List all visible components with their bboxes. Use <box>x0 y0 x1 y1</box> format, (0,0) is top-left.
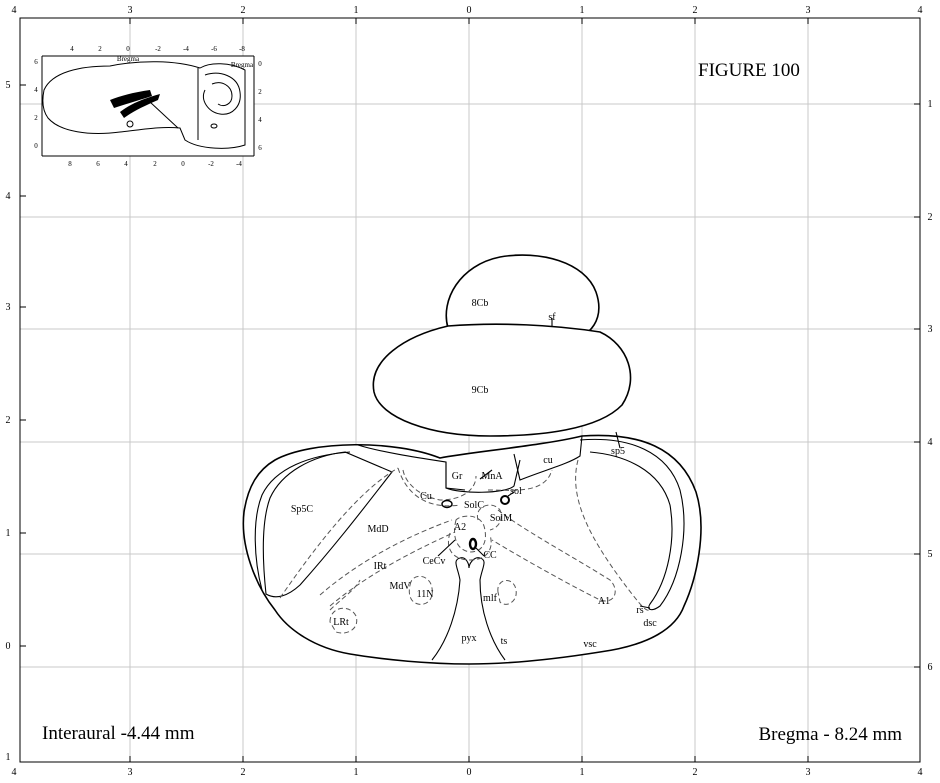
bregma-caption: Bregma - 8.24 mm <box>758 724 902 745</box>
axis-label: 4 <box>928 437 933 448</box>
label-solm: SolM <box>490 513 512 524</box>
inset-tick: 6 <box>34 58 38 66</box>
label-ts: ts <box>501 636 508 647</box>
inset-tick: 4 <box>124 160 128 168</box>
axis-label: 4 <box>12 5 17 16</box>
axis-label: 5 <box>928 549 933 560</box>
label-cu-upper: cu <box>543 455 552 466</box>
label-sf: sf <box>548 312 556 323</box>
axis-label: 0 <box>467 767 472 778</box>
axis-label: 4 <box>918 767 923 778</box>
axis-label: 0 <box>467 5 472 16</box>
inset-tick: 2 <box>258 88 262 96</box>
label-cu-nucleus: Cu <box>420 491 432 502</box>
inset-tick: 4 <box>258 116 262 124</box>
inset-tick: -4 <box>236 160 242 168</box>
label-sol: sol <box>510 486 522 497</box>
label-rs: rs <box>636 605 643 616</box>
axis-label: 1 <box>6 752 11 763</box>
label-9cb: 9Cb <box>472 385 489 396</box>
label-mdd: MdD <box>367 524 388 535</box>
inset-tick: -2 <box>155 45 161 53</box>
bottom-axis-labels: 4 3 2 1 0 1 2 3 4 <box>12 767 923 778</box>
label-a1: A1 <box>598 596 610 607</box>
axis-label: 3 <box>806 767 811 778</box>
label-11n: 11N <box>417 589 434 600</box>
axis-label: 1 <box>928 99 933 110</box>
label-mlf: mlf <box>483 593 498 604</box>
lobule-9cb <box>373 324 630 436</box>
axis-label: 2 <box>241 767 246 778</box>
axis-label: 1 <box>354 5 359 16</box>
right-axis-labels: 1 2 3 4 5 6 <box>928 99 933 673</box>
inset-tick: 8 <box>68 160 72 168</box>
inset-tick: -8 <box>239 45 245 53</box>
axis-label: 1 <box>580 5 585 16</box>
inset-tick: -6 <box>211 45 217 53</box>
label-gr: Gr <box>452 471 463 482</box>
axis-label: 0 <box>6 641 11 652</box>
left-axis-labels: 5 4 3 2 1 0 1 <box>6 80 11 763</box>
axis-label: 6 <box>928 662 933 673</box>
axis-label: 4 <box>918 5 923 16</box>
axis-label: 2 <box>928 212 933 223</box>
axis-label: 3 <box>128 5 133 16</box>
inset-tick: 2 <box>34 114 38 122</box>
inset-tick: 0 <box>181 160 185 168</box>
axis-label: 1 <box>580 767 585 778</box>
axis-label: 2 <box>693 5 698 16</box>
label-pyx: pyx <box>462 633 477 644</box>
label-sp5: sp5 <box>611 446 625 457</box>
axis-label: 3 <box>128 767 133 778</box>
inset-tick: 0 <box>126 45 130 53</box>
figure-title: FIGURE 100 <box>698 60 800 81</box>
label-solc: SolC <box>464 500 484 511</box>
label-8cb: 8Cb <box>472 298 489 309</box>
inset-tick: 6 <box>96 160 100 168</box>
axis-label: 3 <box>928 324 933 335</box>
label-dsc: dsc <box>643 618 657 629</box>
axis-label: 1 <box>354 767 359 778</box>
inset-tick: 4 <box>34 86 38 94</box>
label-vsc: vsc <box>583 639 597 650</box>
axis-label: 2 <box>241 5 246 16</box>
axis-label: 3 <box>806 5 811 16</box>
inset-tick: -4 <box>183 45 189 53</box>
label-sp5c: Sp5C <box>291 504 314 515</box>
axis-label: 3 <box>6 302 11 313</box>
axis-label: 1 <box>6 528 11 539</box>
label-irt: IRt <box>374 561 387 572</box>
label-cecv: CeCv <box>423 556 446 567</box>
label-a2: A2 <box>454 522 466 533</box>
inset-tick: 2 <box>98 45 102 53</box>
interaural-caption: Interaural -4.44 mm <box>42 723 195 744</box>
inset-bregma-label: Bregma <box>231 61 254 69</box>
axis-label: 4 <box>12 767 17 778</box>
label-cc: CC <box>483 550 497 561</box>
label-lrt: LRt <box>333 617 349 628</box>
inset-tick: 6 <box>258 144 262 152</box>
inset-tick: -2 <box>208 160 214 168</box>
inset-tick: 0 <box>34 142 38 150</box>
axis-label: 2 <box>6 415 11 426</box>
top-axis-labels: 4 3 2 1 0 1 2 3 4 <box>12 5 923 16</box>
inset-tick: 4 <box>70 45 74 53</box>
label-mdv: MdV <box>389 581 411 592</box>
inset-tick: 0 <box>258 60 262 68</box>
axis-label: 4 <box>6 191 11 202</box>
label-mna: MnA <box>481 471 503 482</box>
inset-sagittal-map: 4 2 0 -2 -4 -6 -8 8 6 4 2 0 -2 -4 6 4 2 … <box>34 45 262 168</box>
inset-tick: 2 <box>153 160 157 168</box>
axis-label: 5 <box>6 80 11 91</box>
inset-bregma-label: Bregma <box>117 55 140 63</box>
axis-label: 2 <box>693 767 698 778</box>
